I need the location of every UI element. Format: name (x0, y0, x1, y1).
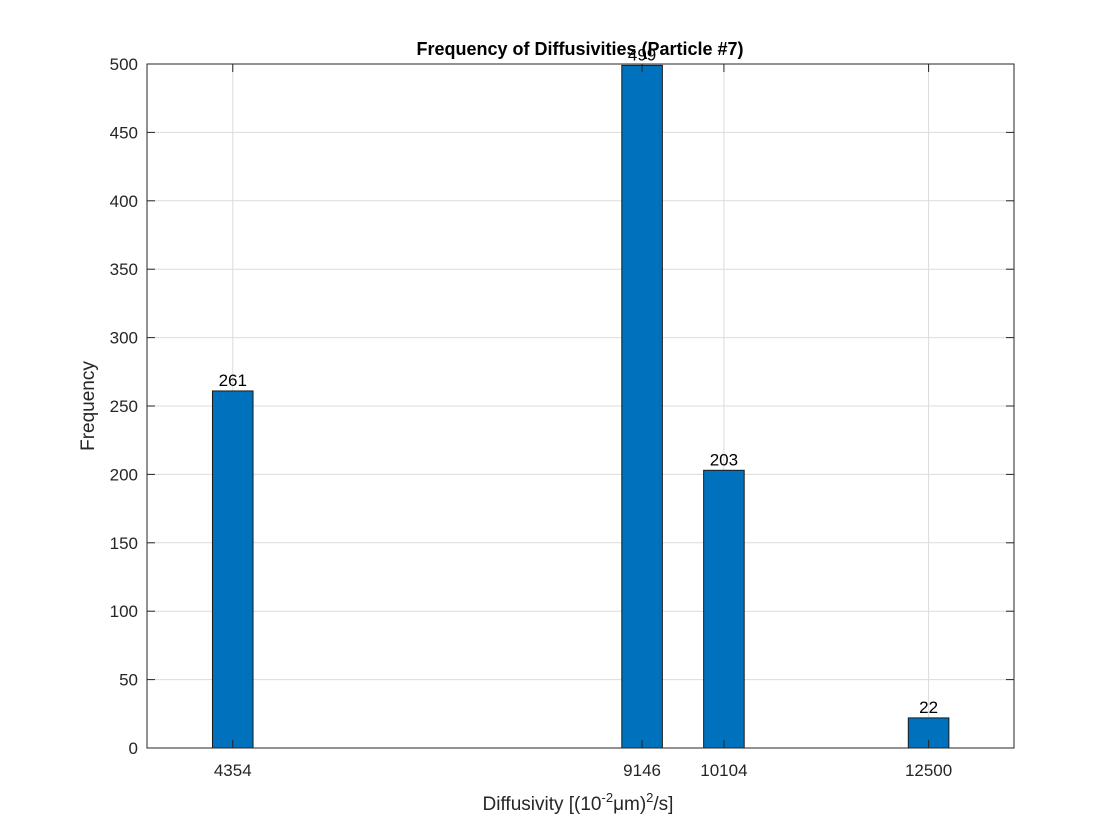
x-axis-label-middle: μm) (613, 794, 646, 815)
bar (621, 64, 663, 749)
x-tick-label: 4354 (214, 761, 252, 780)
y-tick-label: 0 (129, 739, 138, 758)
data-labels: 261 499 203 22 (219, 45, 938, 717)
bars (211, 64, 950, 749)
bar (703, 469, 745, 749)
x-tick-label: 12500 (905, 761, 952, 780)
data-label: 203 (710, 450, 738, 469)
y-tick-label: 250 (110, 397, 138, 416)
y-tick-label: 200 (110, 465, 138, 484)
x-axis-label-exponent-2: 2 (646, 790, 653, 805)
x-axis-label: Diffusivity [(10-2μm)2/s] (483, 790, 674, 815)
y-tick-label: 500 (110, 55, 138, 74)
y-tick-labels: 0 50 100 150 200 250 300 350 400 450 500 (110, 55, 138, 758)
x-axis-label-suffix: /s] (653, 794, 673, 815)
chart-title: Frequency of Diffusivities (Particle #7) (416, 39, 743, 59)
y-tick-label: 100 (110, 602, 138, 621)
x-axis-label-exponent-1: -2 (602, 790, 614, 805)
axis-ticks (147, 63, 1014, 749)
y-tick-label: 350 (110, 260, 138, 279)
y-tick-label: 50 (119, 671, 138, 690)
grid-lines (147, 63, 1014, 749)
y-axis-label: Frequency (78, 361, 99, 451)
y-tick-label: 150 (110, 534, 138, 553)
data-label: 499 (628, 45, 656, 64)
y-tick-label: 300 (110, 329, 138, 348)
data-label: 261 (219, 371, 247, 390)
y-tick-label: 450 (110, 123, 138, 142)
bar (211, 390, 254, 749)
y-tick-label: 400 (110, 192, 138, 211)
x-tick-label: 9146 (623, 761, 661, 780)
x-tick-label: 10104 (700, 761, 747, 780)
x-axis-label-prefix: Diffusivity [(10 (483, 794, 602, 815)
x-tick-labels: 4354 9146 10104 12500 (214, 761, 952, 780)
data-label: 22 (919, 698, 938, 717)
